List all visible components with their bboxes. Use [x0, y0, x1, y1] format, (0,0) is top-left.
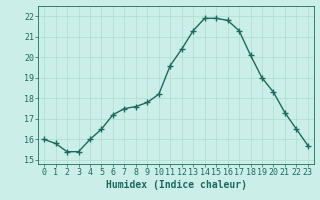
X-axis label: Humidex (Indice chaleur): Humidex (Indice chaleur)	[106, 180, 246, 190]
